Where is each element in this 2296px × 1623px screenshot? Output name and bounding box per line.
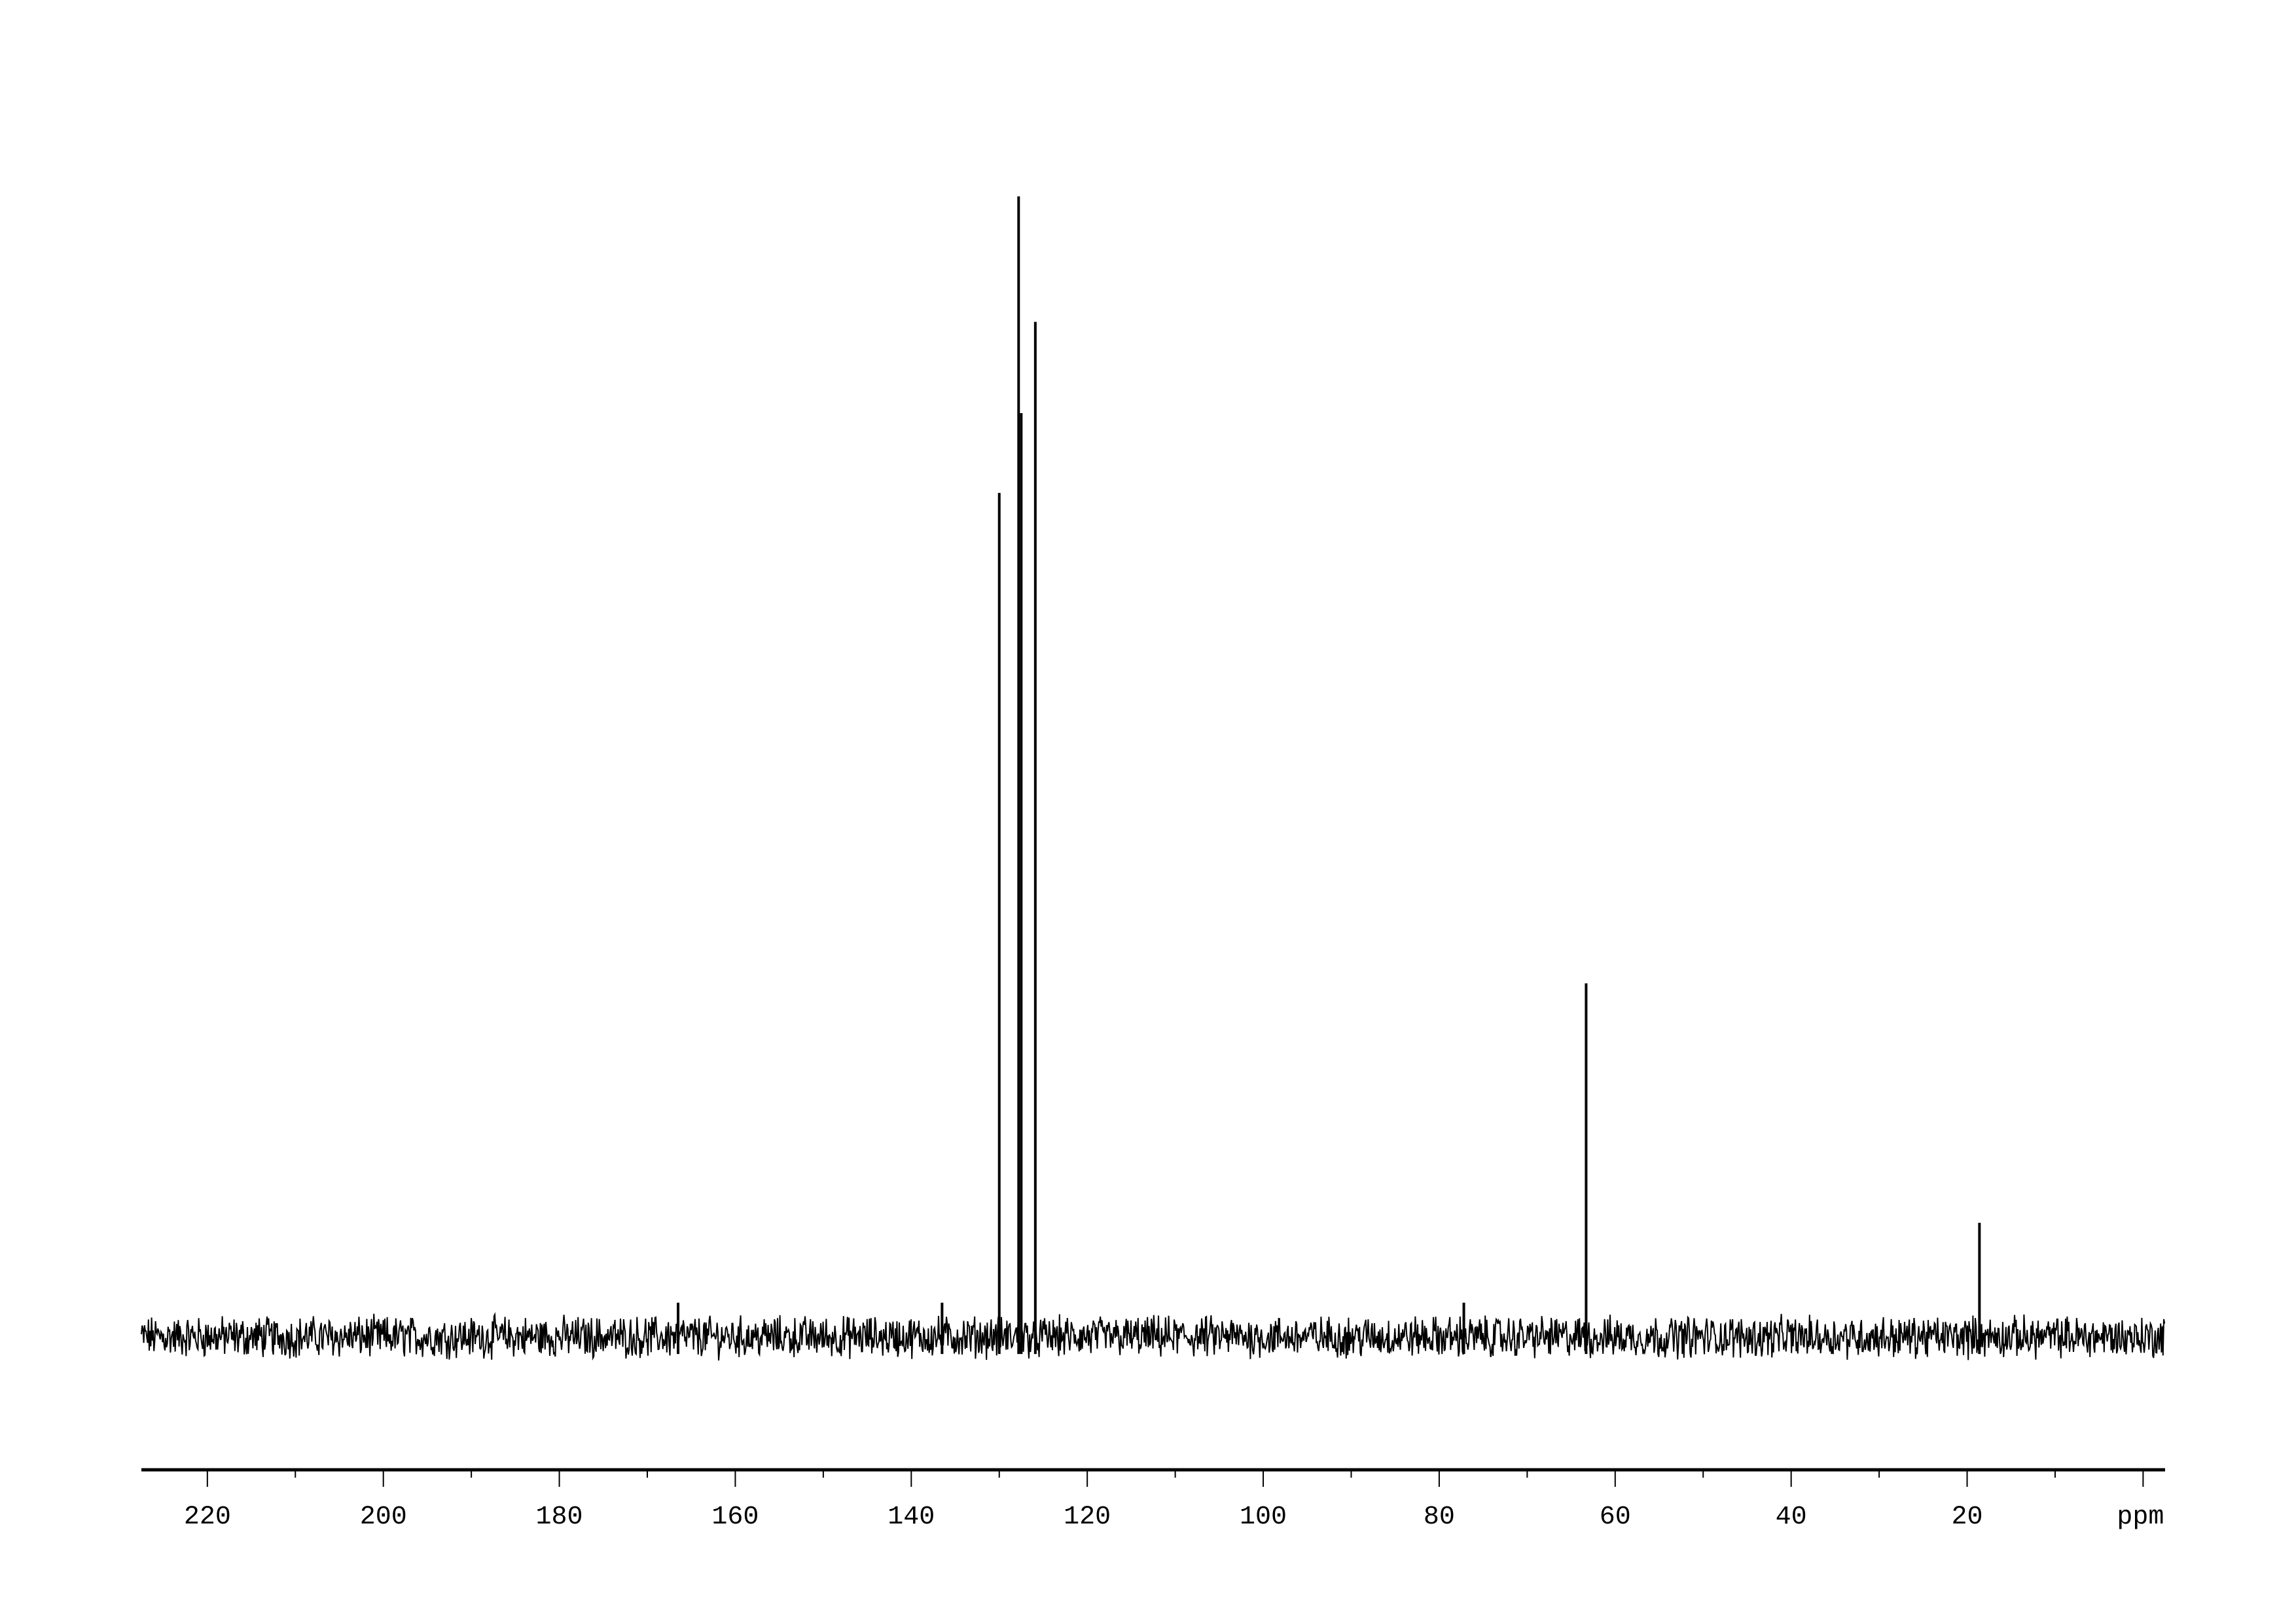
tick-label-160: 160: [711, 1503, 759, 1532]
tick-label-200: 200: [360, 1503, 407, 1532]
tick-label-40: 40: [1776, 1503, 1807, 1532]
spectrum-peaks: [677, 196, 1981, 1355]
tick-label-20: 20: [1952, 1503, 1983, 1532]
tick-label-100: 100: [1240, 1503, 1287, 1532]
tick-label-80: 80: [1424, 1503, 1455, 1532]
tick-label-120: 120: [1064, 1503, 1111, 1532]
tick-label-220: 220: [184, 1503, 231, 1532]
spectrum-baseline-noise: [141, 1311, 2166, 1361]
tick-label-180: 180: [536, 1503, 583, 1532]
x-axis-ticks: 220 200 180 160 140 120 100 80 60 40 20: [184, 1470, 2144, 1532]
x-axis-label: ppm: [2117, 1503, 2164, 1532]
tick-label-60: 60: [1600, 1503, 1631, 1532]
tick-label-140: 140: [888, 1503, 935, 1532]
